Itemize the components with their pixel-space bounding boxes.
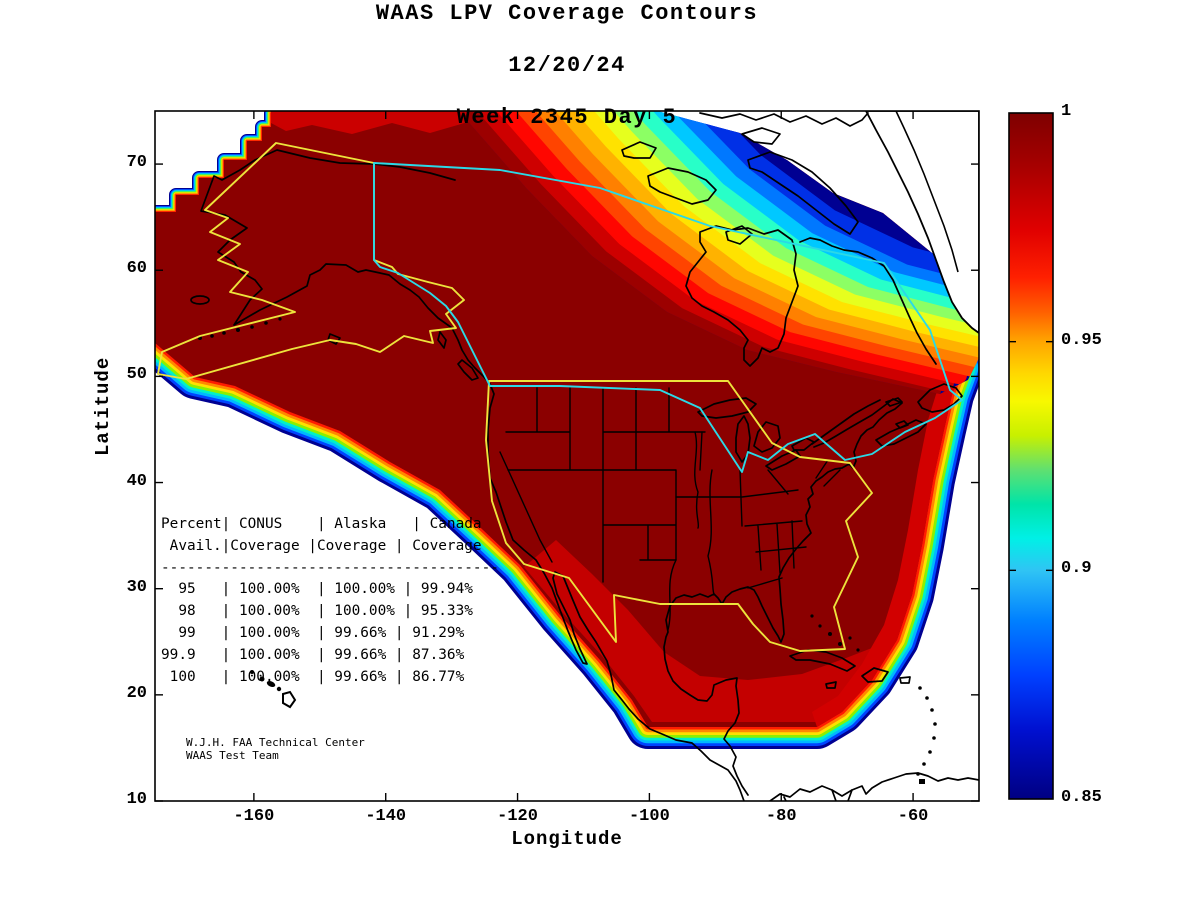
cbtick-label: 0.85 [1061, 788, 1102, 807]
credit-line-1: W.J.H. FAA Technical Center [186, 736, 365, 749]
title-line-2: 12/20/24 [508, 53, 626, 78]
small-islands [198, 317, 937, 784]
xtick-label: -140 [365, 807, 407, 826]
coastlines [190, 112, 979, 801]
xtick-label: -100 [628, 807, 670, 826]
map-area [155, 111, 979, 801]
state-borders [499, 387, 841, 631]
ytick-label: 20 [126, 683, 147, 703]
cbtick-label: 0.9 [1061, 559, 1092, 579]
ytick-label: 70 [126, 153, 147, 173]
ytick-label: 10 [126, 790, 147, 809]
title-line-3: Week 2345 Day 5 [456, 105, 678, 130]
xtick-label: -60 [897, 807, 929, 826]
service-volume-outlines [157, 142, 873, 652]
ytick-label: 30 [126, 577, 147, 597]
xtick-label: -120 [497, 807, 538, 826]
greenland-outline [864, 111, 979, 335]
greenland-coast-detail [895, 111, 959, 273]
coverage-step-south [524, 540, 890, 722]
alaska-service-volume-outline [157, 142, 465, 380]
colorbar [1008, 112, 1054, 800]
credit-annotation: W.J.H. FAA Technical Center WAAS Test Te… [186, 736, 365, 762]
coverage-fan-northeast [464, 111, 979, 394]
ytick-label: 50 [126, 365, 147, 385]
conus-service-volume-outline [485, 380, 873, 652]
hawaii-big-island [282, 690, 297, 709]
coverage-step-top [271, 111, 480, 134]
x-axis-label: Longitude [511, 828, 623, 850]
cbtick-label: 1 [1061, 102, 1072, 121]
canada-region-outline [373, 162, 963, 473]
xtick-label: -160 [233, 807, 275, 826]
plot-frame [154, 110, 980, 802]
ytick-label: 60 [126, 259, 147, 279]
axis-tick-marks [155, 111, 979, 802]
coverage-statistics-table: Percent| CONUS | Alaska | Canada Avail.|… [161, 516, 499, 685]
xtick-label: -80 [765, 807, 797, 826]
cbtick-label: 0.95 [1061, 330, 1102, 350]
figure-title: WAAS LPV Coverage Contours 12/20/24 Week… [155, 1, 979, 131]
coverage-step-east [812, 368, 962, 727]
ytick-label: 40 [126, 471, 147, 491]
title-line-1: WAAS LPV Coverage Contours [375, 1, 759, 26]
credit-line-2: WAAS Test Team [186, 749, 279, 762]
